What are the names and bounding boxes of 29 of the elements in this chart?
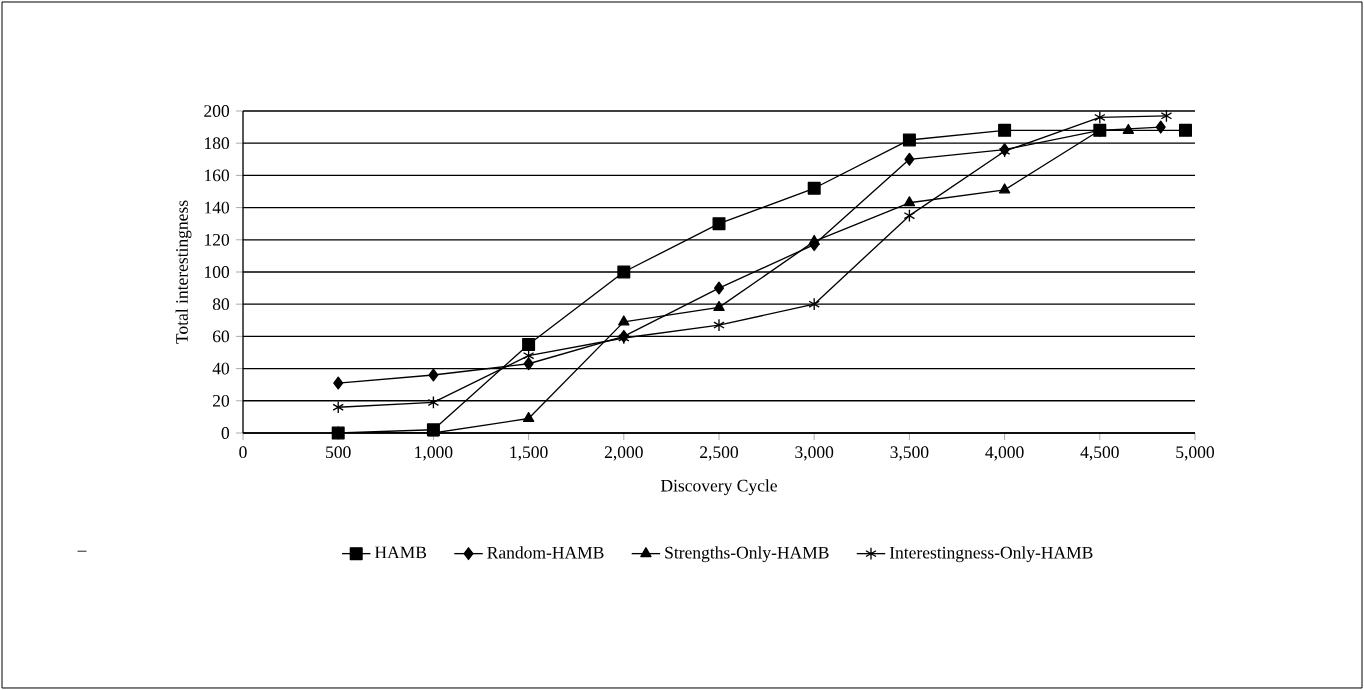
- x-tick-label: 5,000: [1176, 446, 1215, 461]
- x-tick-label: 0: [239, 446, 247, 459]
- y-tick-label: 0: [221, 427, 230, 439]
- y-tick-label: 200: [204, 105, 230, 117]
- x-tick-label: 500: [326, 446, 351, 459]
- y-tick-label: 20: [212, 394, 230, 407]
- y-tick-label: 40: [212, 362, 230, 375]
- legend-label: HAMB: [374, 546, 427, 559]
- y-tick-label: 180: [205, 137, 230, 150]
- y-tick-label: 140: [205, 201, 230, 214]
- y-axis-title: Total interestingness: [175, 200, 192, 344]
- x-tick-label: 1,500: [510, 446, 548, 461]
- legend-label: Random-HAMB: [487, 546, 604, 559]
- y-tick-label: 120: [205, 233, 230, 246]
- x-tick-label: 2,500: [700, 446, 739, 461]
- x-tick-label: 4,000: [985, 446, 1024, 461]
- x-axis-title: Discovery Cycle: [660, 479, 777, 496]
- x-tick-label: 4,500: [1080, 446, 1119, 461]
- x-tick-label: 3,000: [795, 446, 834, 461]
- text: –: [77, 550, 87, 552]
- x-tick-label: 3,500: [890, 446, 929, 461]
- y-tick-label: 60: [212, 330, 230, 343]
- y-tick-label: 160: [205, 169, 230, 182]
- legend-label: Strengths-Only-HAMB: [665, 546, 829, 563]
- y-tick-label: 80: [212, 298, 230, 311]
- x-tick-label: 2,000: [604, 446, 643, 461]
- legend-label: Interestingness-Only-HAMB: [889, 546, 1093, 563]
- y-tick-label: 100: [205, 266, 230, 278]
- x-tick-label: 1,000: [415, 446, 453, 461]
